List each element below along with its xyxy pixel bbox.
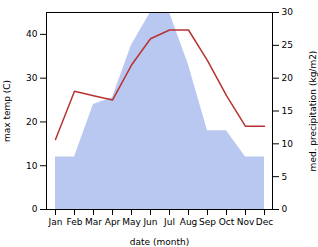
svg-text:Aug: Aug <box>180 217 198 227</box>
svg-text:15: 15 <box>282 106 293 116</box>
svg-text:Nov: Nov <box>237 217 255 227</box>
svg-text:10: 10 <box>282 139 294 149</box>
svg-text:0: 0 <box>282 204 288 214</box>
svg-text:Jul: Jul <box>163 217 175 227</box>
svg-text:Sep: Sep <box>199 217 216 227</box>
svg-text:30: 30 <box>26 73 38 83</box>
svg-text:10: 10 <box>26 161 38 171</box>
svg-text:Apr: Apr <box>105 217 121 227</box>
svg-text:Mar: Mar <box>85 217 102 227</box>
svg-text:0: 0 <box>32 204 38 214</box>
svg-text:25: 25 <box>282 40 293 50</box>
svg-text:Feb: Feb <box>67 217 83 227</box>
svg-text:Oct: Oct <box>219 217 235 227</box>
svg-text:date (month): date (month) <box>130 237 189 247</box>
svg-text:5: 5 <box>282 172 288 182</box>
svg-text:30: 30 <box>282 7 294 17</box>
svg-text:May: May <box>122 217 141 227</box>
svg-text:Jun: Jun <box>142 217 157 227</box>
svg-text:med. precipitation (kg/m2): med. precipitation (kg/m2) <box>308 51 318 172</box>
svg-text:20: 20 <box>282 73 294 83</box>
svg-text:40: 40 <box>26 29 38 39</box>
svg-text:Jan: Jan <box>48 217 63 227</box>
svg-text:max temp (C): max temp (C) <box>2 80 12 142</box>
svg-text:20: 20 <box>26 117 38 127</box>
svg-text:Dec: Dec <box>256 217 273 227</box>
